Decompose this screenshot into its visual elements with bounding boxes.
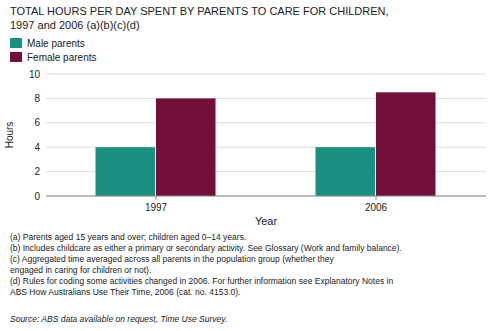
footnote: engaged in caring for children or not). (10, 265, 151, 275)
grid-line (46, 196, 486, 197)
y-tick-label: 6 (34, 117, 40, 128)
subtitle: 1997 and 2006 (a)(b)(c)(d) (10, 19, 140, 31)
legend: Male parents Female parents (10, 38, 96, 63)
title: TOTAL HOURS PER DAY SPENT BY PARENTS TO … (10, 5, 389, 17)
chart: TOTAL HOURS PER DAY SPENT BY PARENTS TO … (0, 0, 496, 331)
x-tick-label: 2006 (365, 202, 388, 213)
legend-label: Female parents (27, 52, 96, 63)
x-axis-line (46, 196, 486, 197)
x-tick-label: 1997 (145, 202, 168, 213)
y-tick-label: 10 (29, 69, 41, 80)
bars (96, 92, 436, 196)
y-tick-label: 8 (34, 93, 40, 104)
x-tick (156, 196, 157, 200)
footnote: (c) Aggregated time averaged across all … (10, 254, 334, 264)
footnote: (a) Parents aged 15 years and over; chil… (10, 232, 246, 242)
footnote: (b) Includes childcare as either a prima… (10, 243, 402, 253)
y-tick-label: 0 (34, 191, 40, 202)
legend-label: Male parents (27, 38, 85, 49)
footnote: ABS How Australians Use Their Time, 2006… (10, 287, 240, 297)
legend-swatch (10, 52, 22, 62)
x-tick (376, 196, 377, 200)
bar (156, 98, 216, 196)
grid (46, 74, 486, 196)
legend-swatch (10, 38, 22, 48)
bar (376, 92, 436, 196)
bar (316, 147, 376, 196)
bar (96, 147, 156, 196)
source: Source: ABS data available on request, T… (10, 314, 227, 324)
y-tick-label: 2 (34, 166, 40, 177)
y-axis-label: Hours (4, 122, 15, 149)
y-tick-label: 4 (34, 142, 40, 153)
x-axis-label: Year (255, 215, 278, 227)
grid-line (46, 74, 486, 75)
footnote: (d) Rules for coding some activities cha… (10, 276, 393, 286)
